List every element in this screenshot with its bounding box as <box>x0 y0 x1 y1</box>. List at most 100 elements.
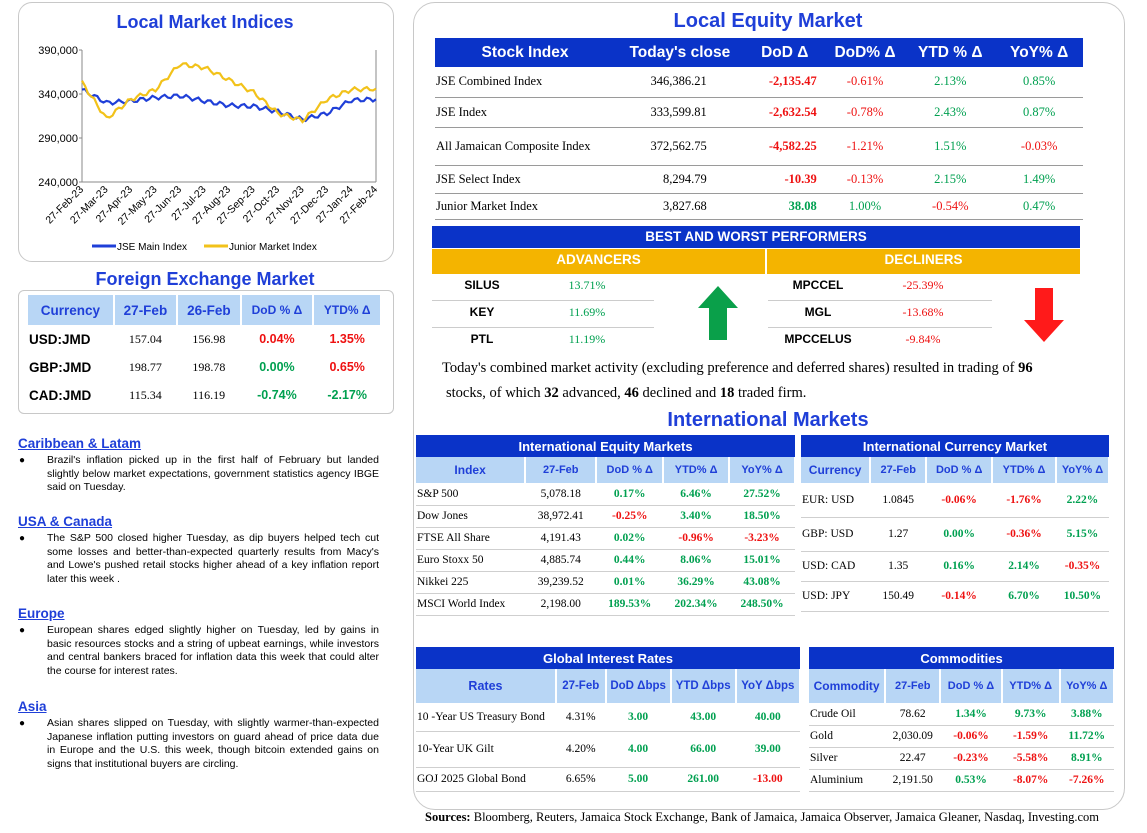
news-block: Caribbean & Latam ● Brazil's inflation pic… <box>18 436 380 495</box>
intl_equity-header-cell: YoY% Δ <box>729 457 796 483</box>
indices-title: Local Market Indices <box>116 12 294 32</box>
commodities-header-cell: DoD % Δ <box>940 669 1003 703</box>
intl_currency-dod: -0.14% <box>941 590 977 602</box>
intl_currency-header-cell: 27-Feb <box>870 457 928 483</box>
equity-header-cell: Today's close <box>615 38 745 67</box>
equity-dod: -4,582.25 <box>768 138 817 153</box>
equity-row: Junior Market Index 3,827.68 38.08 1.00% -0.… <box>435 193 1083 219</box>
rates-dod: 5.00 <box>628 773 649 785</box>
rates-yoy: -13.00 <box>752 773 783 785</box>
rates-table: Global Interest Rates Rates 27-Feb DoD Δbps… <box>416 647 802 792</box>
intl_equity-value: 5,078.18 <box>540 487 581 500</box>
intl_equity-yoy: -3.23% <box>744 532 780 544</box>
equity-close: 346,386.21 <box>650 74 707 89</box>
equity-dod-pct: -0.78% <box>846 104 884 119</box>
equity-ytd: 2.15% <box>934 171 967 186</box>
fx-ytd: 1.35% <box>329 332 365 346</box>
commodities-name: Crude Oil <box>810 707 856 720</box>
news-bullet-row: ● European shares edged slightly higher o… <box>18 624 380 679</box>
rates-ytd: 66.00 <box>690 743 717 755</box>
rates-title-row: Global Interest Rates <box>416 647 800 669</box>
equity-header-cell: DoD% Δ <box>824 38 906 67</box>
decliners-pct: -25.39% <box>902 278 944 292</box>
summary-declined: 46 <box>624 385 639 401</box>
equity-header-cell: YoY% Δ <box>995 38 1083 67</box>
intl_currency-name: EUR: USD <box>802 493 855 506</box>
equity-dod-pct: 1.00% <box>848 198 882 213</box>
intl_equity-name: S&P 500 <box>417 487 459 500</box>
y-tick-label: 340,000 <box>38 89 78 101</box>
advancers-pct: 11.69% <box>568 305 606 319</box>
decliners-symbol: MPCCEL <box>792 278 844 292</box>
decliners-row: MPCCEL -25.39% <box>768 274 992 301</box>
equity-close: 372,562.75 <box>650 138 707 153</box>
intl_equity-name: Dow Jones <box>417 510 468 522</box>
intl_currency-dod: 0.16% <box>943 560 975 572</box>
equity-dod: 38.08 <box>788 198 817 213</box>
commodities-row: Gold 2,030.09 -0.06% -1.59% 11.72% <box>809 725 1114 747</box>
fx-row: USD:JMD 157.04 156.98 0.04% 1.35% <box>28 325 381 353</box>
intl-currency-table: International Currency Market Currency 27-… <box>801 435 1111 612</box>
news-heading[interactable]: Europe <box>18 606 65 621</box>
intl_equity-dod: 189.53% <box>608 598 652 610</box>
equity-row: JSE Combined Index 346,386.21 -2,135.47 -0.… <box>435 67 1083 97</box>
fx-ytd: -2.17% <box>327 388 367 402</box>
intl_currency-value: 150.49 <box>882 590 914 602</box>
decliners-pct: -13.68% <box>902 305 944 319</box>
series-line-junior-market <box>81 62 377 124</box>
news-heading[interactable]: USA & Canada <box>18 514 113 529</box>
equity-yoy: 0.87% <box>1022 104 1056 119</box>
commodities-ytd: -5.58% <box>1012 752 1049 764</box>
fx-title: Foreign Exchange Market <box>95 269 315 289</box>
equity-close: 3,827.68 <box>662 198 707 213</box>
commodities-name: Silver <box>810 752 838 764</box>
advancers-list: SILUS 13.71% KEY 11.69% PTL 11.19% <box>432 274 654 354</box>
intl_equity-header-cell: YTD% Δ <box>663 457 731 483</box>
rates-name: 10-Year UK Gilt <box>417 743 494 755</box>
fx-previous: 198.78 <box>192 359 226 374</box>
intl_currency-row: USD: CAD 1.35 0.16% 2.14% -0.35% <box>801 551 1109 581</box>
news-heading[interactable]: Asia <box>18 699 47 714</box>
equity-close: 8,294.79 <box>662 171 707 186</box>
equity-index-name: All Jamaican Composite Index <box>436 138 591 153</box>
commodities-header-cell: 27-Feb <box>885 669 942 703</box>
intl_currency-yoy: 5.15% <box>1066 528 1099 540</box>
news-heading[interactable]: Caribbean & Latam <box>18 436 142 451</box>
intl_currency-dod: 0.00% <box>943 528 975 540</box>
advancers-pct: 13.71% <box>568 278 606 292</box>
fx-currency: USD:JMD <box>29 331 91 347</box>
fx-previous: 156.98 <box>192 331 226 346</box>
fx-table: Currency 27-Feb 26-Feb DoD % Δ YTD% Δ USD:JMD… <box>28 295 382 409</box>
advancers-symbol: PTL <box>470 332 494 346</box>
rates-name: GOJ 2025 Global Bond <box>417 773 526 785</box>
indices-panel <box>18 2 394 262</box>
equity-ytd: 2.13% <box>934 74 967 89</box>
rates-header-cell: YTD Δbps <box>670 669 737 703</box>
fx-header-cell: YTD% Δ <box>313 295 382 325</box>
rates-ytd: 43.00 <box>690 710 717 723</box>
fx-today: 157.04 <box>128 331 162 346</box>
intl_currency-name: GBP: USD <box>802 528 854 540</box>
commodities-title: Commodities <box>809 647 1114 669</box>
intl_currency-value: 1.27 <box>888 528 909 540</box>
fx-row: CAD:JMD 115.34 116.19 -0.74% -2.17% <box>28 381 381 409</box>
commodities-header-cell: Commodity <box>809 669 887 703</box>
decliners-symbol: MPCCELUS <box>784 332 852 346</box>
equity-index-name: JSE Select Index <box>436 171 521 186</box>
y-tick-label: 240,000 <box>38 177 78 189</box>
y-tick-label: 390,000 <box>38 45 78 57</box>
rates-header-cell: Rates <box>416 669 557 703</box>
fx-today: 198.77 <box>128 359 162 374</box>
advancers-symbol: SILUS <box>464 278 500 292</box>
intl_currency-value: 1.0845 <box>882 493 914 506</box>
intl_equity-name: Nikkei 225 <box>417 576 469 588</box>
down-arrow-icon <box>1024 288 1064 342</box>
fx-dod: 0.00% <box>259 360 295 374</box>
commodities-ytd: -8.07% <box>1012 774 1049 786</box>
equity-yoy: 1.49% <box>1022 171 1056 186</box>
intl_currency-dod: -0.06% <box>941 493 977 506</box>
intl_equity-name: FTSE All Share <box>417 532 490 544</box>
intl_equity-row: Nikkei 225 39,239.52 0.01% 36.29% 43.08% <box>416 571 795 593</box>
commodities-value: 2,191.50 <box>892 774 933 786</box>
